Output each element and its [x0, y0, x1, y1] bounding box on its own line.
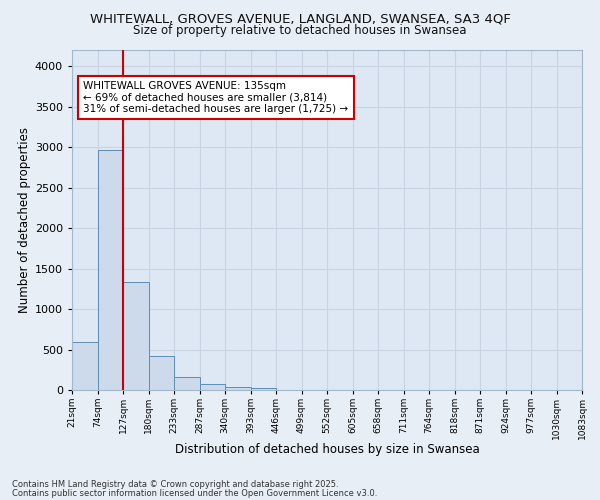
Text: Size of property relative to detached houses in Swansea: Size of property relative to detached ho… — [133, 24, 467, 37]
Bar — [225, 387, 251, 390]
Y-axis label: Number of detached properties: Number of detached properties — [17, 127, 31, 313]
Bar — [123, 282, 149, 390]
Bar — [149, 356, 174, 390]
Text: Contains HM Land Registry data © Crown copyright and database right 2025.: Contains HM Land Registry data © Crown c… — [12, 480, 338, 489]
Bar — [72, 342, 97, 390]
Bar — [174, 377, 199, 390]
Bar — [251, 388, 276, 390]
Bar — [97, 150, 123, 390]
Text: WHITEWALL GROVES AVENUE: 135sqm
← 69% of detached houses are smaller (3,814)
31%: WHITEWALL GROVES AVENUE: 135sqm ← 69% of… — [83, 81, 349, 114]
Bar — [199, 384, 225, 390]
Text: Contains public sector information licensed under the Open Government Licence v3: Contains public sector information licen… — [12, 488, 377, 498]
X-axis label: Distribution of detached houses by size in Swansea: Distribution of detached houses by size … — [175, 443, 479, 456]
Text: WHITEWALL, GROVES AVENUE, LANGLAND, SWANSEA, SA3 4QF: WHITEWALL, GROVES AVENUE, LANGLAND, SWAN… — [89, 12, 511, 26]
